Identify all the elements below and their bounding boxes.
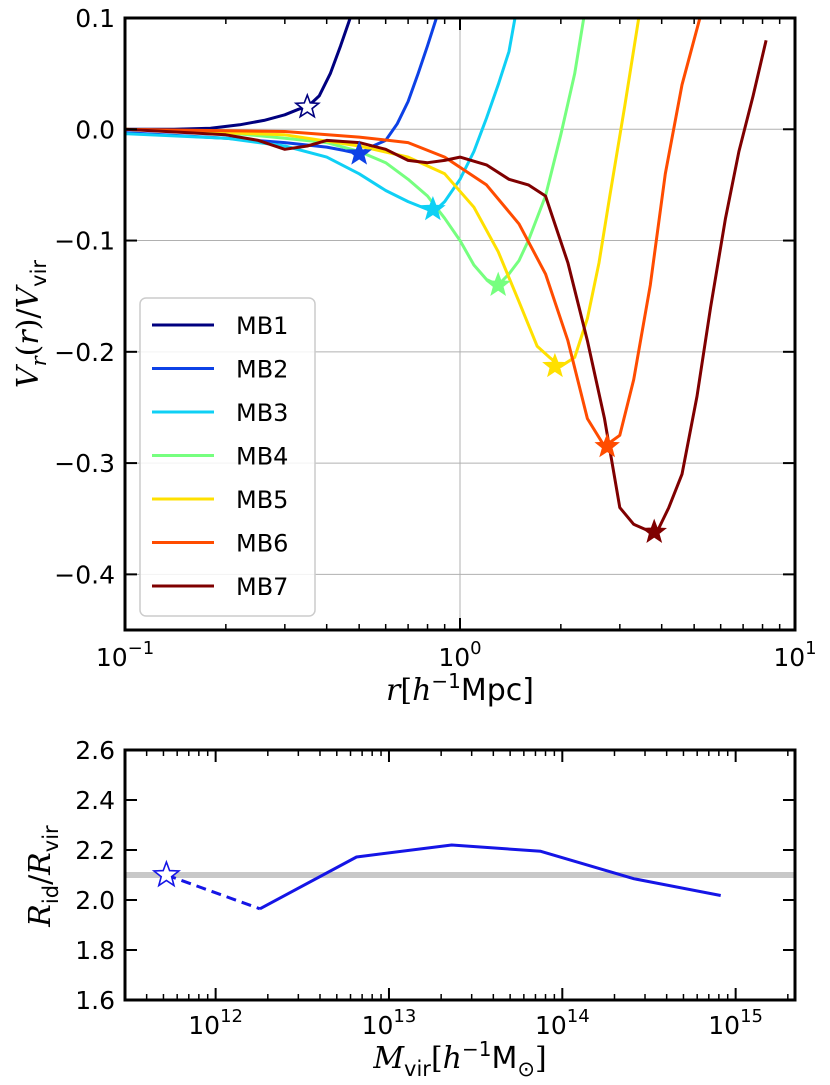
legend-label: MB3 bbox=[236, 399, 288, 427]
star-marker-mb3 bbox=[420, 195, 446, 221]
star-marker-mb2 bbox=[346, 140, 372, 165]
y-tick-label: 2.6 bbox=[75, 736, 115, 765]
top-x-axis-label: r[h−1Mpc] bbox=[386, 669, 534, 708]
legend-label: MB1 bbox=[236, 312, 288, 340]
legend-label: MB5 bbox=[236, 486, 288, 514]
y-tick-label: 1.8 bbox=[75, 936, 115, 965]
legend-label: MB6 bbox=[236, 530, 288, 558]
bottom-y-axis-label: Rid/Rvir bbox=[23, 825, 63, 928]
y-tick-label: 0.0 bbox=[75, 115, 115, 144]
x-tick-label: 1013 bbox=[362, 1006, 417, 1040]
series-line-mb4 bbox=[125, 18, 586, 287]
legend-box bbox=[139, 297, 316, 617]
star-marker-mb4 bbox=[485, 271, 511, 296]
y-tick-label: 1.6 bbox=[75, 986, 115, 1015]
series-line-mb1 bbox=[125, 18, 352, 131]
star-marker-mb1 bbox=[293, 92, 321, 119]
bottom-x-axis-label: Mvir[h−1M⊙] bbox=[372, 1037, 546, 1081]
top-panel: 0.10.0−0.1−0.2−0.3−0.410−1 100 101 MB1MB2M… bbox=[11, 4, 817, 708]
series-line-mb6 bbox=[125, 18, 702, 448]
y-tick-label: −0.3 bbox=[54, 449, 115, 478]
legend-label: MB7 bbox=[236, 573, 288, 601]
legend-label: MB2 bbox=[236, 356, 288, 384]
x-tick-label: 1014 bbox=[535, 1006, 590, 1040]
star-marker-mb5 bbox=[542, 352, 568, 378]
x-tick-label: 100 bbox=[438, 638, 481, 672]
top-axes-frame bbox=[123, 16, 797, 632]
x-tick-label: 1015 bbox=[708, 1006, 763, 1040]
series-line-solid bbox=[259, 843, 721, 911]
bottom-series-star bbox=[151, 859, 181, 888]
bottom-series-lines bbox=[165, 843, 721, 911]
y-tick-label: 2.2 bbox=[75, 836, 115, 865]
legend: MB1 MB2 MB3 MB4 MB5 MB6 MB7 bbox=[139, 297, 316, 617]
x-tick-label: 101 bbox=[773, 638, 816, 672]
y-tick-label: 2.0 bbox=[75, 886, 115, 915]
x-tick-label: 1012 bbox=[188, 1006, 243, 1040]
bottom-axes-frame bbox=[123, 748, 797, 1002]
y-tick-label: −0.4 bbox=[54, 560, 115, 589]
bottom-tick-labels: 1.6 1.8 2.0 2.2 2.4 2.6 1012 1013 1014 1015 bbox=[75, 736, 763, 1040]
bottom-panel: 1.6 1.8 2.0 2.2 2.4 2.6 1012 1013 1014 1015 Mvir[… bbox=[23, 736, 797, 1081]
star-marker-mb6 bbox=[594, 432, 620, 458]
legend-items: MB1 MB2 MB3 MB4 MB5 MB6 MB7 bbox=[152, 312, 288, 601]
top-y-axis-label: Vr(r)/Vvir bbox=[11, 260, 51, 389]
star-marker-mb7 bbox=[641, 518, 667, 543]
y-tick-label: 0.1 bbox=[75, 4, 115, 33]
series-line-mb2 bbox=[125, 18, 438, 156]
top-tick-labels: 0.1 0.0 −0.1 −0.2 −0.3 −0.4 10−1 100 101 bbox=[54, 4, 816, 672]
series-line-mb7 bbox=[125, 39, 768, 532]
y-tick-label: −0.1 bbox=[54, 227, 115, 256]
y-tick-label: 2.4 bbox=[75, 786, 115, 815]
top-series-lines bbox=[125, 18, 768, 532]
y-tick-label: −0.2 bbox=[54, 338, 115, 367]
top-series-stars bbox=[293, 92, 667, 543]
star-marker bbox=[151, 859, 181, 888]
series-line-dashed bbox=[165, 873, 261, 911]
legend-label: MB4 bbox=[236, 443, 288, 471]
x-tick-label: 10−1 bbox=[96, 638, 154, 672]
